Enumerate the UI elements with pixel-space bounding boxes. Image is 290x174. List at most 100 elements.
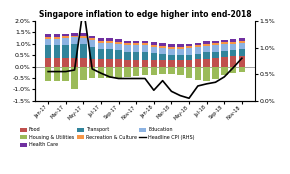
Bar xyxy=(133,52,139,60)
Bar xyxy=(71,35,78,37)
Bar xyxy=(230,67,236,73)
Bar xyxy=(195,59,201,67)
Bar xyxy=(71,58,78,67)
Bar xyxy=(203,44,210,46)
Bar xyxy=(71,67,78,89)
Bar xyxy=(45,39,51,45)
Bar xyxy=(142,52,148,60)
Bar xyxy=(168,44,175,47)
Bar xyxy=(168,49,175,55)
Bar xyxy=(89,40,95,47)
Bar xyxy=(106,43,113,49)
Bar xyxy=(54,34,60,37)
Bar xyxy=(186,67,192,78)
Bar xyxy=(98,41,104,43)
Bar xyxy=(89,47,95,59)
Bar xyxy=(168,47,175,49)
Bar xyxy=(230,44,236,50)
Bar xyxy=(168,67,175,74)
Bar xyxy=(124,67,131,77)
Bar xyxy=(195,45,201,47)
Bar xyxy=(195,67,201,80)
Bar xyxy=(106,38,113,41)
Bar xyxy=(159,46,166,48)
Bar xyxy=(151,67,157,75)
Bar xyxy=(159,54,166,60)
Bar xyxy=(45,58,51,67)
Bar xyxy=(221,40,228,42)
Bar xyxy=(89,67,95,78)
Bar xyxy=(177,44,184,47)
Bar xyxy=(221,42,228,44)
Bar xyxy=(80,58,87,67)
Bar xyxy=(133,67,139,76)
Bar xyxy=(159,67,166,74)
Bar xyxy=(221,67,228,75)
Bar xyxy=(203,59,210,67)
Bar xyxy=(151,47,157,53)
Bar xyxy=(151,42,157,45)
Bar xyxy=(212,45,219,52)
Bar xyxy=(221,44,228,51)
Legend: Food, Housing & Utilities, Health Care, Transport, Recreation & Culture, Educati: Food, Housing & Utilities, Health Care, … xyxy=(20,127,195,147)
Bar xyxy=(80,44,87,58)
Bar xyxy=(203,46,210,52)
Bar xyxy=(230,42,236,44)
Bar xyxy=(98,49,104,59)
Bar xyxy=(159,48,166,54)
Bar xyxy=(203,41,210,44)
Bar xyxy=(230,56,236,67)
Bar xyxy=(124,41,131,43)
Bar xyxy=(80,67,87,80)
Bar xyxy=(186,46,192,48)
Bar xyxy=(177,49,184,55)
Bar xyxy=(221,51,228,57)
Title: Singapore inflation to edge higher into end-2018: Singapore inflation to edge higher into … xyxy=(39,10,251,19)
Bar xyxy=(54,58,60,67)
Bar xyxy=(151,60,157,67)
Bar xyxy=(106,59,113,67)
Bar xyxy=(71,37,78,44)
Bar xyxy=(177,47,184,49)
Bar xyxy=(124,45,131,52)
Bar xyxy=(98,38,104,41)
Bar xyxy=(124,52,131,60)
Bar xyxy=(62,34,69,36)
Bar xyxy=(133,45,139,52)
Bar xyxy=(239,43,245,49)
Bar xyxy=(98,43,104,49)
Bar xyxy=(80,36,87,38)
Bar xyxy=(115,42,122,44)
Bar xyxy=(106,41,113,43)
Bar xyxy=(89,38,95,40)
Bar xyxy=(54,37,60,39)
Bar xyxy=(133,60,139,67)
Bar xyxy=(106,49,113,59)
Bar xyxy=(62,36,69,38)
Bar xyxy=(115,59,122,67)
Bar xyxy=(115,39,122,42)
Bar xyxy=(142,45,148,52)
Bar xyxy=(142,41,148,43)
Bar xyxy=(106,67,113,78)
Bar xyxy=(212,58,219,67)
Bar xyxy=(195,43,201,45)
Bar xyxy=(239,41,245,43)
Bar xyxy=(186,44,192,46)
Bar xyxy=(62,58,69,67)
Bar xyxy=(71,33,78,35)
Bar xyxy=(212,67,219,78)
Bar xyxy=(115,67,122,78)
Bar xyxy=(239,67,245,72)
Bar xyxy=(80,33,87,36)
Bar xyxy=(45,37,51,39)
Bar xyxy=(133,41,139,43)
Bar xyxy=(62,38,69,45)
Bar xyxy=(203,52,210,59)
Bar xyxy=(62,67,69,81)
Bar xyxy=(54,67,60,81)
Bar xyxy=(89,59,95,67)
Bar xyxy=(186,48,192,55)
Bar xyxy=(159,43,166,46)
Bar xyxy=(230,50,236,56)
